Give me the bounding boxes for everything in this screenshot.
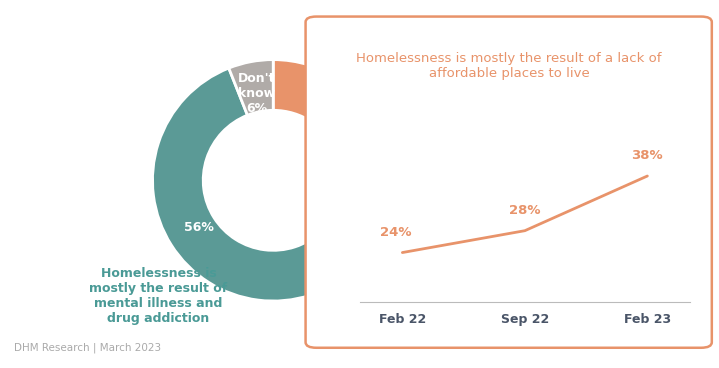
- FancyBboxPatch shape: [306, 17, 712, 348]
- Text: 38%: 38%: [340, 141, 370, 155]
- Text: Don't
know
6%: Don't know 6%: [238, 72, 275, 115]
- Wedge shape: [152, 68, 356, 301]
- Text: 28%: 28%: [509, 204, 541, 217]
- Text: Homelessness is
mostly the result of
mental illness and
drug addiction: Homelessness is mostly the result of men…: [89, 267, 228, 325]
- Wedge shape: [273, 60, 394, 268]
- Text: DHM Research | March 2023: DHM Research | March 2023: [14, 343, 162, 353]
- Text: 38%: 38%: [631, 149, 663, 162]
- Wedge shape: [229, 60, 273, 115]
- Text: Homelessness is mostly the result of a lack of
affordable places to live: Homelessness is mostly the result of a l…: [357, 52, 661, 79]
- Text: 56%: 56%: [184, 221, 214, 234]
- Text: 24%: 24%: [380, 226, 412, 239]
